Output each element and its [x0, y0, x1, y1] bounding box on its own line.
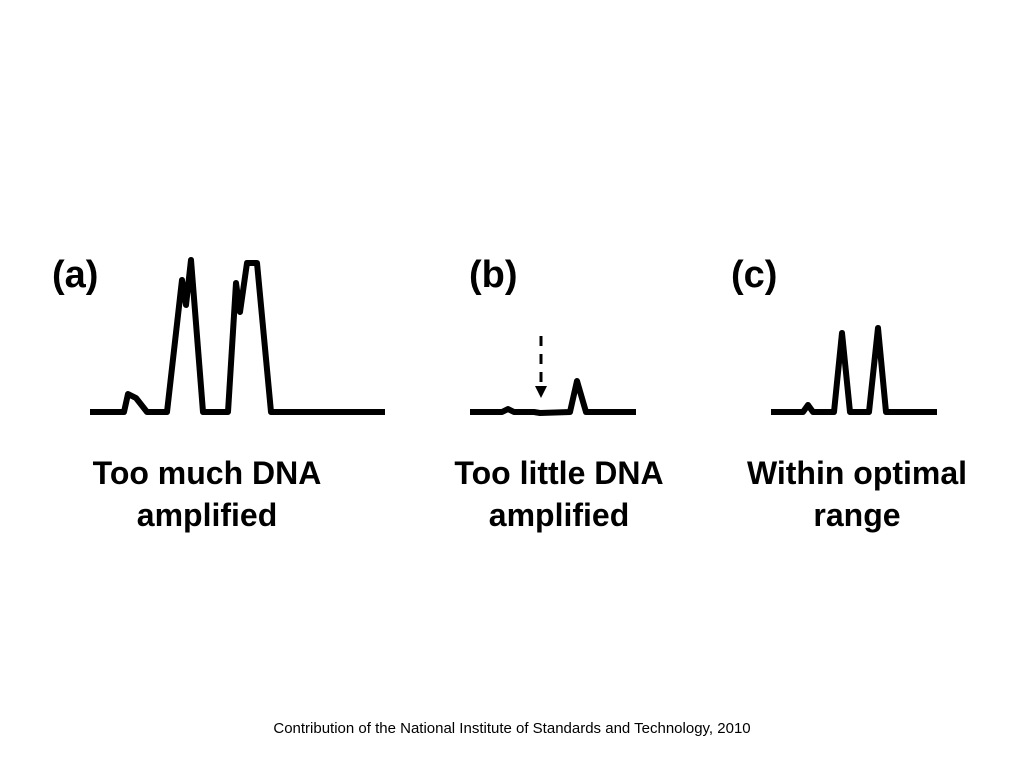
trace-a — [90, 257, 385, 415]
trace-c — [771, 325, 937, 415]
arrow-head-icon — [535, 386, 547, 398]
panel-label-a: (a) — [52, 254, 99, 296]
caption-c-line1: Within optimal — [746, 455, 968, 491]
caption-a: Too much DNA amplified — [87, 452, 327, 536]
caption-b-line1: Too little DNA — [454, 455, 664, 491]
panel-label-b: (b) — [469, 254, 518, 296]
caption-a-line1: Too much DNA — [92, 455, 322, 491]
caption-c: Within optimal range — [737, 452, 977, 536]
caption-b: Too little DNA amplified — [443, 452, 675, 536]
trace-b — [470, 378, 636, 416]
panel-label-c: (c) — [731, 254, 778, 296]
footer-credit: Contribution of the National Institute o… — [273, 720, 751, 737]
caption-b-line2: amplified — [488, 497, 630, 533]
caption-a-line2: amplified — [136, 497, 278, 533]
caption-c-line2: range — [813, 497, 901, 533]
